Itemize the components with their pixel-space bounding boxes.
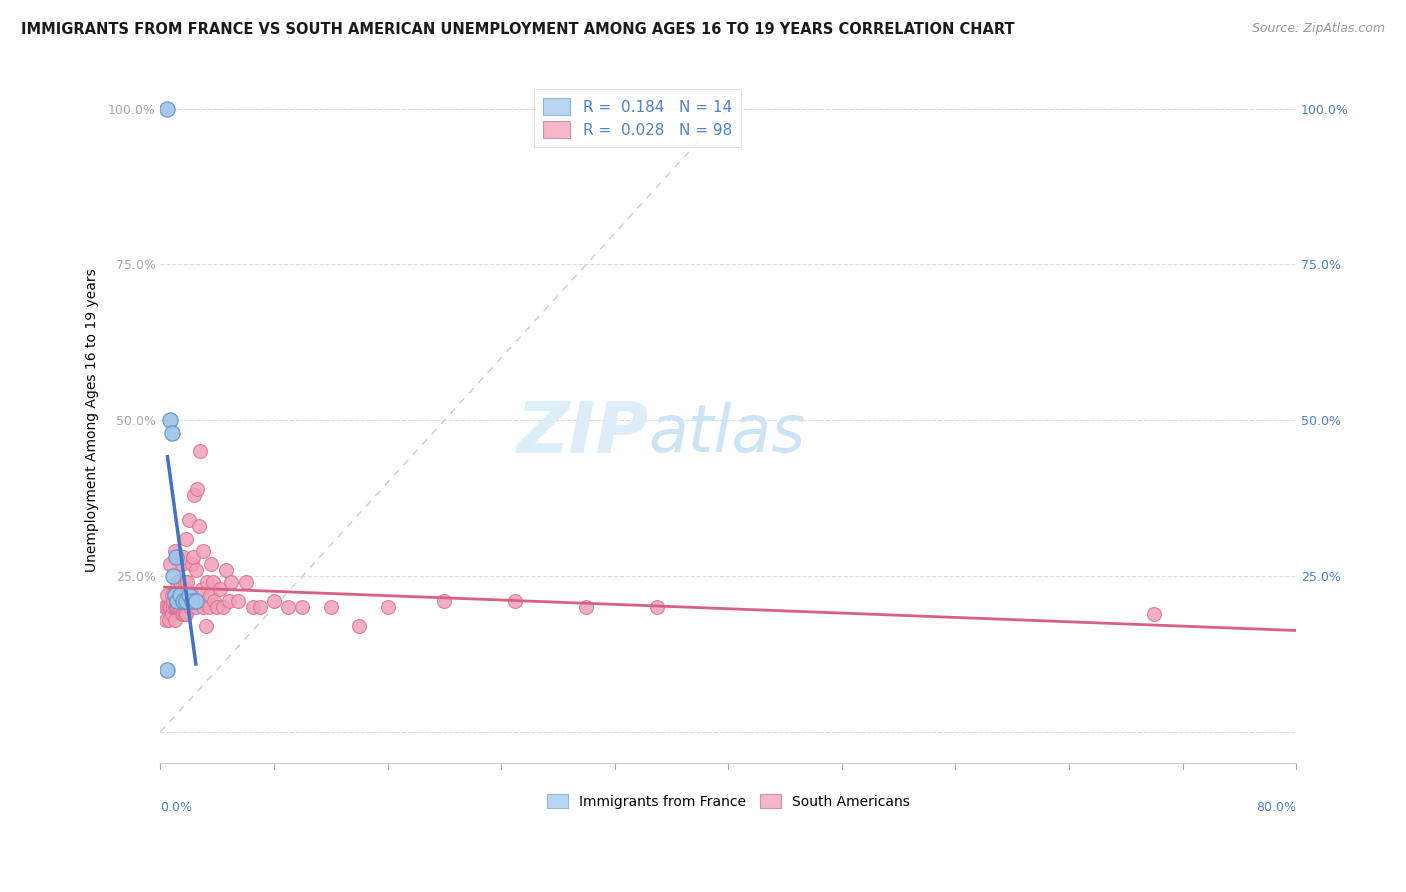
Text: IMMIGRANTS FROM FRANCE VS SOUTH AMERICAN UNEMPLOYMENT AMONG AGES 16 TO 19 YEARS : IMMIGRANTS FROM FRANCE VS SOUTH AMERICAN… bbox=[21, 22, 1015, 37]
Legend: Immigrants from France, South Americans: Immigrants from France, South Americans bbox=[541, 789, 915, 814]
Point bbox=[198, 588, 221, 602]
Point bbox=[156, 600, 179, 615]
Point bbox=[188, 444, 211, 458]
Point bbox=[160, 607, 183, 621]
Point bbox=[211, 600, 233, 615]
Point bbox=[263, 594, 285, 608]
Point bbox=[166, 594, 188, 608]
Text: Source: ZipAtlas.com: Source: ZipAtlas.com bbox=[1251, 22, 1385, 36]
Point bbox=[169, 588, 191, 602]
Point bbox=[157, 613, 180, 627]
Point bbox=[191, 544, 214, 558]
Point bbox=[155, 613, 177, 627]
Point bbox=[170, 607, 193, 621]
Point bbox=[176, 575, 198, 590]
Point bbox=[205, 600, 228, 615]
Point bbox=[319, 600, 342, 615]
Point bbox=[187, 519, 209, 533]
Point bbox=[195, 575, 218, 590]
Text: atlas: atlas bbox=[648, 402, 806, 466]
Point bbox=[156, 588, 179, 602]
Point bbox=[277, 600, 299, 615]
Point bbox=[377, 600, 399, 615]
Point bbox=[347, 619, 370, 633]
Point bbox=[208, 582, 231, 596]
Text: 0.0%: 0.0% bbox=[160, 801, 193, 814]
Point bbox=[174, 594, 197, 608]
Point bbox=[162, 594, 184, 608]
Point bbox=[159, 557, 181, 571]
Point bbox=[166, 600, 188, 615]
Point bbox=[169, 600, 191, 615]
Point bbox=[174, 532, 197, 546]
Point bbox=[167, 582, 190, 596]
Point bbox=[159, 413, 181, 427]
Point bbox=[160, 588, 183, 602]
Point bbox=[165, 588, 187, 602]
Point bbox=[201, 575, 224, 590]
Point bbox=[181, 550, 204, 565]
Point bbox=[190, 582, 212, 596]
Point bbox=[172, 550, 194, 565]
Point bbox=[235, 575, 257, 590]
Point bbox=[163, 600, 186, 615]
Y-axis label: Unemployment Among Ages 16 to 19 years: Unemployment Among Ages 16 to 19 years bbox=[86, 268, 100, 572]
Point bbox=[170, 557, 193, 571]
Point bbox=[165, 600, 187, 615]
Point bbox=[172, 607, 194, 621]
Point bbox=[172, 594, 194, 608]
Text: ZIP: ZIP bbox=[516, 400, 648, 468]
Point bbox=[163, 613, 186, 627]
Point bbox=[163, 588, 186, 602]
Point bbox=[291, 600, 314, 615]
Point bbox=[157, 600, 180, 615]
Point bbox=[503, 594, 526, 608]
Point bbox=[197, 600, 219, 615]
Point bbox=[186, 482, 208, 496]
Point bbox=[215, 563, 238, 577]
Point bbox=[165, 550, 187, 565]
Point bbox=[200, 557, 222, 571]
Point bbox=[183, 488, 205, 502]
Point bbox=[160, 425, 183, 440]
Point bbox=[167, 600, 190, 615]
Point bbox=[169, 588, 191, 602]
Point bbox=[218, 594, 240, 608]
Point bbox=[163, 544, 186, 558]
Point bbox=[191, 600, 214, 615]
Point bbox=[184, 594, 207, 608]
Point bbox=[162, 600, 184, 615]
Point bbox=[162, 569, 184, 583]
Point bbox=[194, 619, 217, 633]
Point bbox=[159, 600, 181, 615]
Point bbox=[180, 594, 202, 608]
Point bbox=[202, 594, 225, 608]
Point bbox=[180, 557, 202, 571]
Point bbox=[177, 513, 200, 527]
Point bbox=[180, 588, 202, 602]
Point bbox=[242, 600, 264, 615]
Point bbox=[156, 663, 179, 677]
Point bbox=[433, 594, 456, 608]
Point bbox=[172, 594, 194, 608]
Point bbox=[249, 600, 271, 615]
Point bbox=[645, 600, 668, 615]
Point bbox=[184, 563, 207, 577]
Point bbox=[184, 600, 207, 615]
Point bbox=[221, 575, 243, 590]
Point bbox=[177, 588, 200, 602]
Point bbox=[166, 575, 188, 590]
Point bbox=[173, 575, 195, 590]
Point bbox=[167, 588, 190, 602]
Point bbox=[153, 600, 176, 615]
Point bbox=[156, 102, 179, 116]
Point bbox=[1143, 607, 1166, 621]
Point bbox=[173, 607, 195, 621]
Point bbox=[179, 600, 201, 615]
Text: 80.0%: 80.0% bbox=[1256, 801, 1296, 814]
Point bbox=[174, 607, 197, 621]
Point bbox=[228, 594, 250, 608]
Point bbox=[177, 594, 200, 608]
Point bbox=[575, 600, 598, 615]
